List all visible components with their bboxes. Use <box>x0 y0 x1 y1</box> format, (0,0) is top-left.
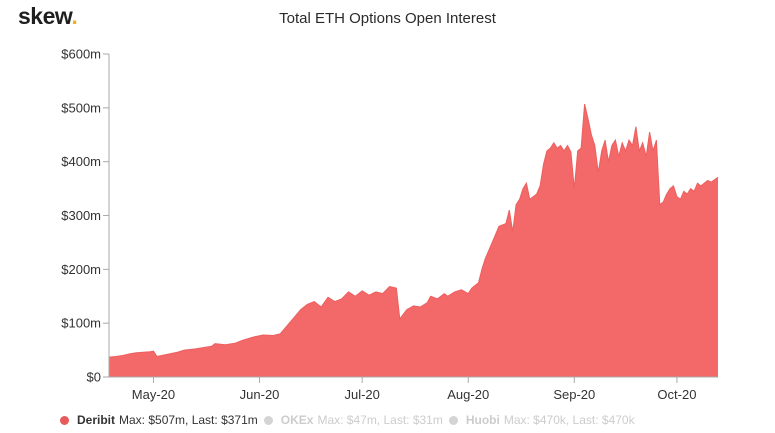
legend-marker-icon <box>60 415 69 425</box>
legend-item-huobi[interactable]: Huobi Max: $470k, Last: $470k <box>448 413 635 427</box>
skew-logo: skew. <box>18 3 78 29</box>
legend-item-okex[interactable]: OKEx Max: $47m, Last: $31m <box>263 413 443 427</box>
legend-series-name: OKEx <box>280 413 314 427</box>
series-line-deribit <box>108 103 719 358</box>
x-tick-label: Oct-20 <box>657 387 696 402</box>
y-tick-label: $300m <box>61 208 101 223</box>
legend-marker-icon <box>263 415 273 425</box>
y-tick-label: $400m <box>61 154 101 169</box>
chart-legend: Deribit Max: $507m, Last: $371m OKEx Max: $… <box>60 413 641 427</box>
legend-series-name: Deribit <box>77 413 116 427</box>
y-tick-label: $0 <box>87 370 101 385</box>
x-tick-label: Jun-20 <box>240 387 280 402</box>
legend-series-stats: Max: $47m, Last: $31m <box>317 413 443 427</box>
legend-marker-icon <box>448 415 458 425</box>
y-tick-label: $600m <box>61 47 101 62</box>
legend-item-deribit[interactable]: Deribit Max: $507m, Last: $371m <box>60 413 258 427</box>
x-tick-label: Jul-20 <box>344 387 379 402</box>
y-tick-label: $200m <box>61 262 101 277</box>
legend-series-stats: Max: $507m, Last: $371m <box>119 413 258 427</box>
y-tick-label: $100m <box>61 316 101 331</box>
legend-series-name: Huobi <box>465 413 500 427</box>
y-tick-label: $500m <box>61 100 101 115</box>
x-tick-label: Aug-20 <box>447 387 489 402</box>
chart-title: Total ETH Options Open Interest <box>279 10 496 27</box>
x-tick-label: Sep-20 <box>553 387 595 402</box>
series-area-deribit <box>109 104 718 377</box>
x-tick-label: May-20 <box>132 387 175 402</box>
legend-series-stats: Max: $470k, Last: $470k <box>503 413 635 427</box>
